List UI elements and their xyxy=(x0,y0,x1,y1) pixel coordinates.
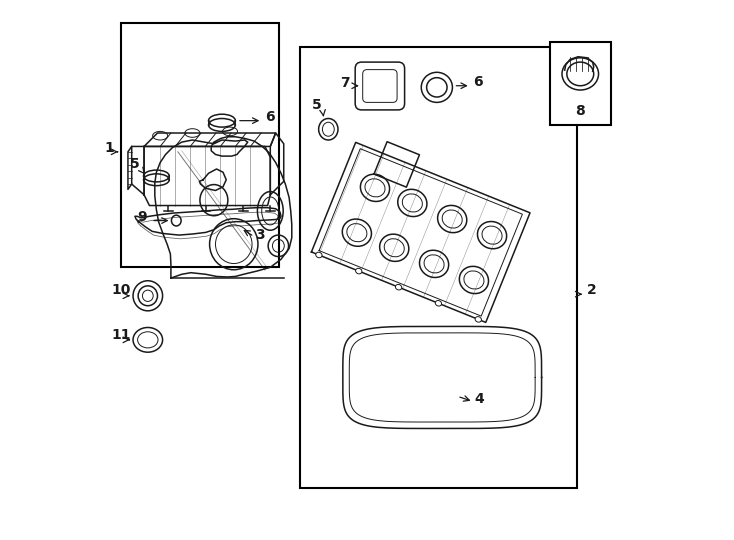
Text: 3: 3 xyxy=(255,228,264,242)
Bar xyxy=(121,23,280,267)
Text: 4: 4 xyxy=(474,392,484,406)
FancyBboxPatch shape xyxy=(355,62,404,110)
Text: 8: 8 xyxy=(575,104,585,118)
Ellipse shape xyxy=(316,252,322,258)
Ellipse shape xyxy=(475,316,482,322)
Text: 6: 6 xyxy=(265,110,275,124)
Text: 9: 9 xyxy=(137,210,147,224)
Bar xyxy=(550,42,611,125)
Text: 5: 5 xyxy=(312,98,321,112)
FancyBboxPatch shape xyxy=(363,70,397,103)
Text: 6: 6 xyxy=(473,75,483,89)
Text: 2: 2 xyxy=(587,283,597,297)
Text: 5: 5 xyxy=(130,157,139,171)
Text: 11: 11 xyxy=(112,328,131,342)
Ellipse shape xyxy=(435,301,442,306)
Text: 1: 1 xyxy=(104,141,114,155)
Ellipse shape xyxy=(396,285,401,290)
Bar xyxy=(300,47,576,488)
Text: 7: 7 xyxy=(340,76,350,90)
Text: 10: 10 xyxy=(112,283,131,297)
Ellipse shape xyxy=(355,268,362,274)
